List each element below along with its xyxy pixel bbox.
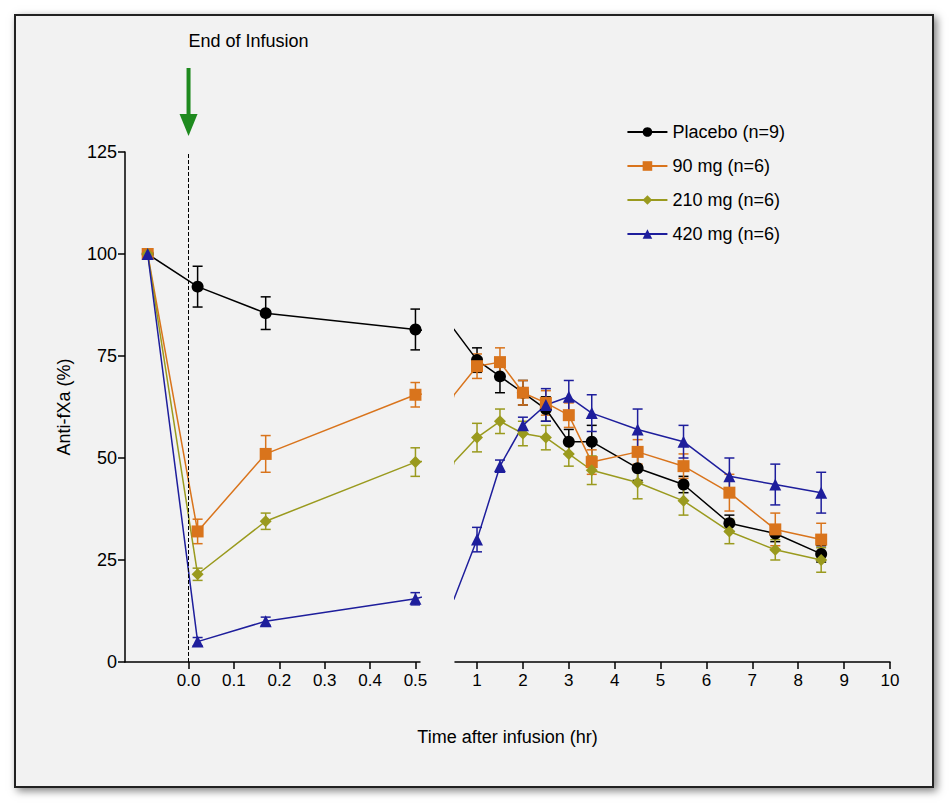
svg-text:420 mg (n=6): 420 mg (n=6) [672, 224, 780, 244]
svg-text:210 mg (n=6): 210 mg (n=6) [672, 190, 780, 210]
svg-text:10: 10 [881, 671, 900, 690]
svg-text:125: 125 [87, 142, 117, 162]
svg-text:Placebo (n=9): Placebo (n=9) [672, 122, 785, 142]
svg-text:0.1: 0.1 [222, 671, 246, 690]
svg-text:0.0: 0.0 [177, 671, 201, 690]
svg-text:Anti-fXa (%): Anti-fXa (%) [54, 358, 74, 455]
svg-text:50: 50 [97, 448, 117, 468]
svg-text:0: 0 [107, 652, 117, 672]
svg-text:9: 9 [839, 671, 848, 690]
svg-text:Time after infusion (hr): Time after infusion (hr) [417, 727, 597, 747]
svg-text:7: 7 [748, 671, 757, 690]
svg-text:2: 2 [518, 671, 527, 690]
svg-text:25: 25 [97, 550, 117, 570]
svg-text:0.4: 0.4 [358, 671, 382, 690]
svg-text:0.2: 0.2 [267, 671, 291, 690]
svg-text:90 mg (n=6): 90 mg (n=6) [672, 156, 770, 176]
svg-text:75: 75 [97, 346, 117, 366]
svg-text:6: 6 [702, 671, 711, 690]
svg-text:4: 4 [610, 671, 619, 690]
svg-text:1: 1 [472, 671, 481, 690]
svg-text:0.5: 0.5 [404, 671, 428, 690]
svg-text:0.3: 0.3 [313, 671, 337, 690]
svg-text:End of Infusion: End of Infusion [189, 31, 309, 51]
svg-text:100: 100 [87, 244, 117, 264]
svg-text:5: 5 [656, 671, 665, 690]
svg-text:3: 3 [564, 671, 573, 690]
svg-text:8: 8 [793, 671, 802, 690]
